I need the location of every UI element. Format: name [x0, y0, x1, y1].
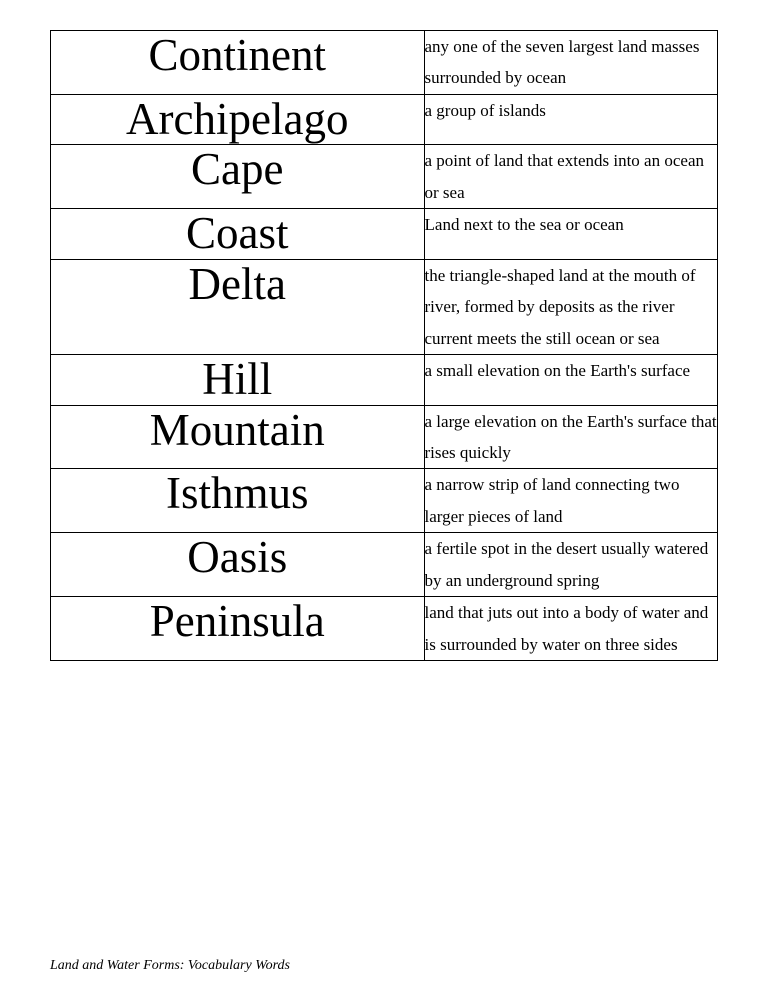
table-row: Isthmus a narrow strip of land connectin…: [51, 469, 718, 533]
table-row: Continent any one of the seven largest l…: [51, 31, 718, 95]
term-cell: Oasis: [51, 533, 425, 597]
definition-cell: a fertile spot in the desert usually wat…: [424, 533, 717, 597]
table-row: Archipelago a group of islands: [51, 94, 718, 145]
table-row: Oasis a fertile spot in the desert usual…: [51, 533, 718, 597]
table-row: Delta the triangle-shaped land at the mo…: [51, 259, 718, 354]
definition-cell: any one of the seven largest land masses…: [424, 31, 717, 95]
term-cell: Hill: [51, 355, 425, 406]
term-cell: Archipelago: [51, 94, 425, 145]
page-footer: Land and Water Forms: Vocabulary Words: [50, 918, 718, 974]
definition-cell: a point of land that extends into an oce…: [424, 145, 717, 209]
definition-cell: Land next to the sea or ocean: [424, 209, 717, 260]
term-cell: Cape: [51, 145, 425, 209]
table-row: Hill a small elevation on the Earth's su…: [51, 355, 718, 406]
term-cell: Delta: [51, 259, 425, 354]
definition-cell: a small elevation on the Earth's surface: [424, 355, 717, 406]
definition-cell: land that juts out into a body of water …: [424, 597, 717, 661]
term-cell: Mountain: [51, 405, 425, 469]
definition-cell: a large elevation on the Earth's surface…: [424, 405, 717, 469]
term-cell: Peninsula: [51, 597, 425, 661]
table-row: Peninsula land that juts out into a body…: [51, 597, 718, 661]
term-cell: Continent: [51, 31, 425, 95]
table-row: Coast Land next to the sea or ocean: [51, 209, 718, 260]
term-cell: Isthmus: [51, 469, 425, 533]
table-body: Continent any one of the seven largest l…: [51, 31, 718, 661]
vocabulary-table: Continent any one of the seven largest l…: [50, 30, 718, 661]
table-row: Mountain a large elevation on the Earth'…: [51, 405, 718, 469]
table-row: Cape a point of land that extends into a…: [51, 145, 718, 209]
definition-cell: a group of islands: [424, 94, 717, 145]
definition-cell: a narrow strip of land connecting two la…: [424, 469, 717, 533]
definition-cell: the triangle-shaped land at the mouth of…: [424, 259, 717, 354]
term-cell: Coast: [51, 209, 425, 260]
